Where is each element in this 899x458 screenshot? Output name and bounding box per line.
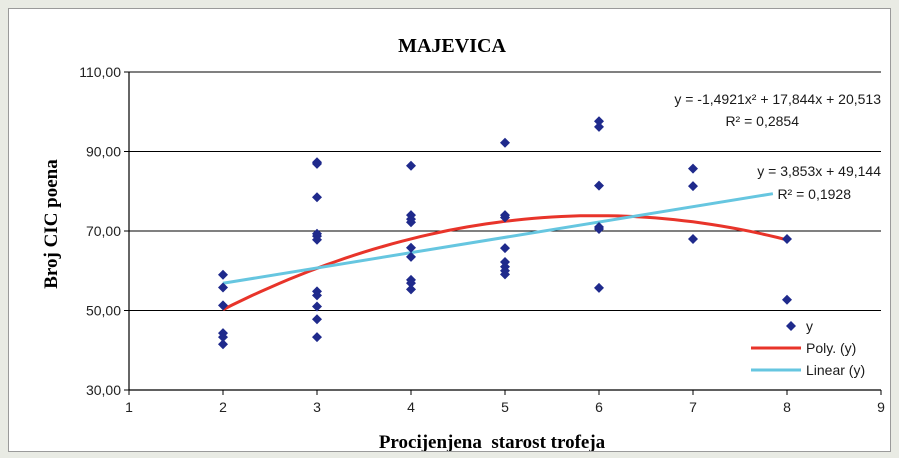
data-point: [594, 224, 604, 235]
poly-equation: y = -1,4921x² + 17,844x + 20,513: [674, 91, 881, 107]
linear-equation: y = 3,853x + 49,144: [757, 163, 881, 179]
data-point: [218, 339, 228, 350]
chart-svg: MAJEVICA 30,00 50,00 70,00 90,00 110,00 1 2 3 4…: [41, 35, 885, 451]
axes: [124, 71, 882, 395]
data-point: [500, 212, 510, 223]
data-point: [500, 137, 510, 148]
x-tick-label: 7: [689, 399, 697, 415]
data-point: [312, 290, 322, 301]
legend-marker-y: [786, 321, 796, 331]
data-point: [688, 181, 698, 192]
scatter-points: [218, 116, 792, 350]
y-axis-title: Broj CIC poena: [41, 159, 62, 289]
linear-trendline: [222, 192, 774, 285]
data-point: [594, 180, 604, 191]
legend-label-linear: Linear (y): [806, 362, 865, 378]
poly-r2: R² = 0,2854: [725, 113, 799, 129]
y-tick-label: 30,00: [86, 382, 121, 398]
x-tick-label: 8: [783, 399, 791, 415]
data-point: [782, 233, 792, 244]
data-point: [406, 284, 416, 295]
legend-label-poly: Poly. (y): [806, 340, 856, 356]
chart-frame: MAJEVICA 30,00 50,00 70,00 90,00 110,00 1 2 3 4…: [8, 8, 891, 452]
data-point: [406, 217, 416, 228]
chart-title: MAJEVICA: [398, 35, 506, 57]
data-point: [782, 294, 792, 305]
data-point: [218, 269, 228, 280]
x-axis-title: Procijenjena starost trofeja: [379, 432, 606, 451]
data-point: [500, 243, 510, 254]
data-point: [594, 282, 604, 293]
data-point: [688, 233, 698, 244]
data-point: [312, 158, 322, 169]
y-tick-label: 90,00: [86, 144, 121, 160]
data-point: [406, 242, 416, 253]
x-tick-label: 5: [501, 399, 509, 415]
y-tick-label: 70,00: [86, 223, 121, 239]
data-point: [218, 300, 228, 311]
y-tick-label: 50,00: [86, 303, 121, 319]
x-tick-label: 9: [877, 399, 885, 415]
data-point: [312, 314, 322, 325]
data-point: [312, 301, 322, 312]
x-tick-label: 3: [313, 399, 321, 415]
legend-label-y: y: [806, 318, 813, 334]
y-tick-label: 110,00: [79, 64, 121, 80]
data-point: [406, 251, 416, 262]
x-tick-label: 6: [595, 399, 603, 415]
y-tick-labels: 30,00 50,00 70,00 90,00 110,00: [79, 64, 121, 398]
data-point: [312, 192, 322, 203]
data-point: [594, 116, 604, 127]
data-point: [218, 282, 228, 293]
data-point: [406, 160, 416, 171]
x-tick-label: 2: [219, 399, 227, 415]
x-tick-label: 1: [125, 399, 133, 415]
data-point: [218, 332, 228, 343]
x-tick-labels: 1 2 3 4 5 6 7 8 9: [125, 399, 885, 415]
linear-r2: R² = 0,1928: [777, 186, 851, 202]
data-point: [688, 163, 698, 174]
data-point: [594, 121, 604, 132]
data-point: [406, 278, 416, 289]
data-point: [312, 234, 322, 245]
data-point: [500, 269, 510, 280]
x-tick-label: 4: [407, 399, 415, 415]
legend: y Poly. (y) Linear (y): [751, 318, 865, 378]
data-point: [312, 332, 322, 343]
